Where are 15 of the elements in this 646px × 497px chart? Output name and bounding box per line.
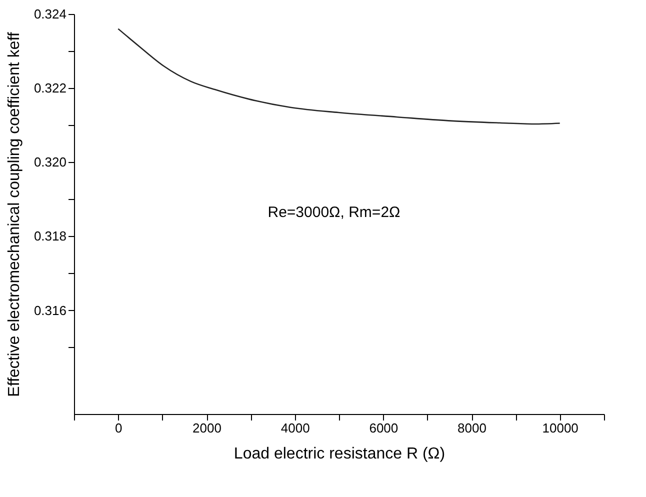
x-tick-label: 0: [115, 420, 122, 436]
x-axis-title: Load electric resistance R (Ω): [234, 446, 446, 462]
annotation: Re=3000Ω, Rm=2Ω: [268, 204, 400, 221]
y-tick-label: 0.320: [34, 154, 66, 170]
line-series: [118, 28, 560, 125]
x-tick-label: 2000: [192, 420, 222, 436]
x-tick-label: 8000: [458, 420, 486, 436]
y-tick-label: 0.316: [34, 302, 66, 318]
y-axis-title: Effective electromechanical coupling coefficient keff: [6, 32, 23, 397]
x-tick-label: 4000: [280, 420, 310, 436]
y-tick-label: 0.324: [34, 6, 66, 22]
y-tick-label: 0.322: [34, 80, 66, 96]
x-tick-label: 6000: [369, 420, 398, 436]
y-tick-label: 0.318: [34, 228, 66, 244]
x-tick-label: 10000: [542, 420, 578, 436]
